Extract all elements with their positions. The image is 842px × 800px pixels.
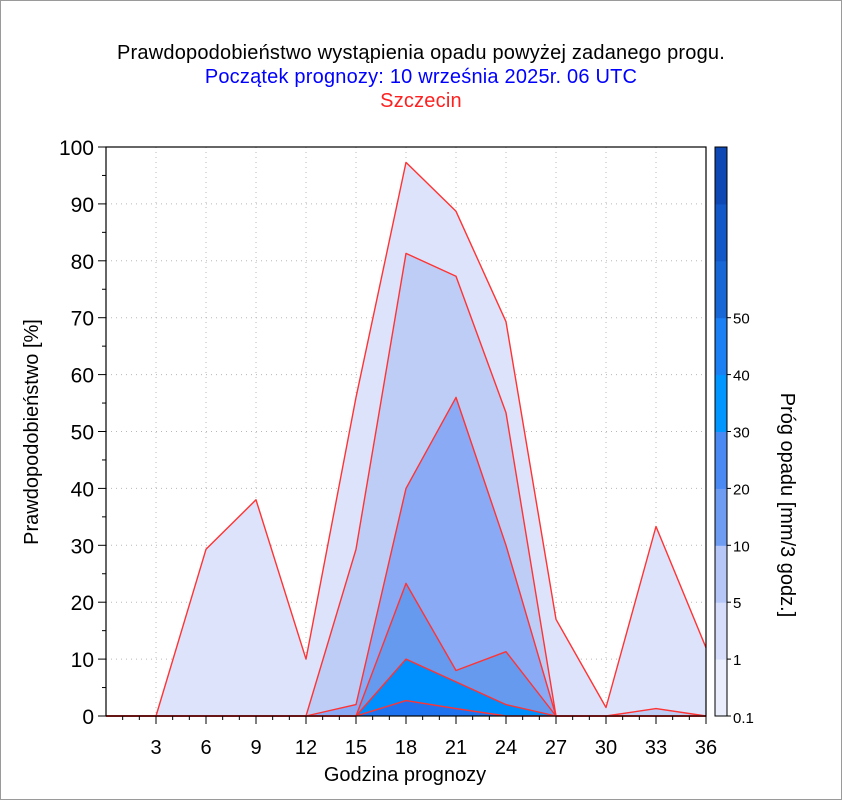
colorbar-tick-label: 20 (733, 481, 750, 498)
x-axis-label: Godzina prognozy (324, 764, 486, 786)
colorbar-tick-label: 0.1 (733, 710, 754, 727)
colorbar-tick-label: 50 (733, 311, 750, 328)
y-tick-label: 90 (71, 194, 94, 217)
x-tick-label: 36 (695, 737, 717, 759)
colorbar-segment (715, 659, 727, 717)
x-tick-label: 18 (395, 737, 417, 759)
area-threshold-1 (106, 253, 706, 716)
x-tick-label: 12 (295, 737, 317, 759)
colorbar-segment (715, 545, 727, 603)
forecast-start-subtitle: Początek prognozy: 10 września 2025r. 06… (204, 66, 638, 88)
area-threshold-20 (106, 659, 706, 716)
y-tick-label: 10 (71, 649, 94, 672)
area-threshold-10 (106, 583, 706, 716)
y-tick-label: 0 (82, 706, 94, 729)
colorbar-tick-label: 10 (733, 538, 750, 555)
y-tick-label: 80 (71, 251, 94, 274)
colorbar-segment (715, 147, 727, 205)
y-tick-label: 40 (71, 478, 94, 501)
x-tick-labels: 3 6 9 12 15 18 21 24 27 30 33 36 (150, 737, 717, 759)
colorbar-segment (715, 260, 727, 319)
colorbar-tick-label: 5 (733, 595, 741, 612)
y-tick-labels: 0 10 20 30 40 50 60 70 80 90 100 (59, 137, 94, 729)
y-tick-label: 100 (59, 137, 94, 160)
chart-title: Prawdopodobieństwo wystąpienia opadu pow… (117, 42, 725, 64)
colorbar-segment (715, 488, 727, 546)
axes (98, 146, 707, 724)
colorbar-segment (715, 431, 727, 489)
line-threshold-0.1 (106, 161, 707, 717)
x-tick-label: 6 (200, 737, 211, 759)
y-tick-label: 60 (71, 365, 94, 388)
area-threshold-5 (106, 397, 706, 716)
x-tick-label: 27 (545, 737, 567, 759)
colorbar-segment (715, 374, 727, 432)
x-tick-label: 24 (495, 737, 517, 759)
location-name: Szczecin (380, 90, 462, 112)
colorbar-segment (715, 203, 727, 262)
colorbar-tick-label: 40 (733, 368, 750, 385)
colorbar-segment (715, 602, 727, 660)
colorbar-tick-label: 30 (733, 425, 750, 442)
x-tick-label: 33 (645, 737, 667, 759)
y-tick-label: 30 (71, 535, 94, 558)
colorbar-segment (715, 317, 727, 376)
area-threshold-30 (106, 700, 706, 716)
colorbar-label: Próg opadu [mm/3 godz.] (776, 393, 798, 618)
x-tick-label: 15 (345, 737, 367, 759)
x-tick-label: 21 (445, 737, 467, 759)
x-tick-label: 9 (250, 737, 261, 759)
x-tick-label: 3 (150, 737, 161, 759)
y-tick-label: 70 (71, 308, 94, 331)
y-tick-label: 20 (71, 592, 94, 615)
y-axis-label: Prawdopodobieństwo [%] (21, 319, 43, 545)
colorbar-tick-label: 1 (733, 652, 741, 669)
y-tick-label: 50 (71, 422, 94, 445)
x-tick-label: 30 (595, 737, 617, 759)
threshold-colorbar: 0.1 1 5 10 20 30 40 50 (714, 146, 754, 727)
